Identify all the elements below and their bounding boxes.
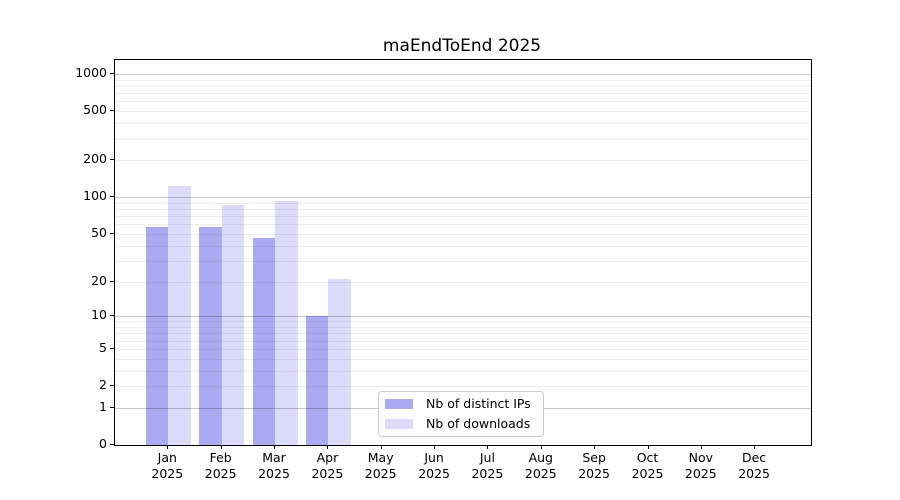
x-tick-mark	[167, 445, 169, 449]
legend-item-label: Nb of downloads	[426, 415, 531, 431]
x-tick-label: Apr 2025	[311, 450, 344, 481]
gridline-minor	[115, 321, 811, 323]
gridline-minor	[115, 386, 811, 387]
x-tick-label: Oct 2025	[631, 450, 664, 481]
y-tick-mark	[110, 159, 114, 161]
gridline-minor	[115, 281, 811, 283]
gridline-minor	[115, 224, 811, 226]
x-tick-mark	[754, 445, 756, 449]
x-tick-mark	[327, 445, 329, 449]
y-tick-mark	[110, 444, 114, 445]
x-tick-label: Nov 2025	[684, 450, 717, 481]
y-tick-label: 5	[99, 339, 107, 355]
x-tick-label: Dec 2025	[738, 450, 770, 481]
gridline-minor	[115, 111, 811, 113]
x-tick-mark	[220, 445, 222, 449]
plot-area	[114, 59, 812, 446]
x-tick-label: Sep 2025	[578, 450, 610, 481]
x-tick-label: Jan 2025	[151, 450, 184, 481]
x-tick-mark	[700, 445, 702, 449]
y-tick-mark	[110, 385, 114, 386]
y-tick-label: 50	[91, 224, 107, 240]
y-tick-mark	[110, 406, 114, 408]
gridline-minor	[115, 216, 811, 218]
bar-apr-ips	[305, 316, 329, 445]
y-tick-label: 1	[99, 398, 107, 414]
y-tick-label: 1000	[75, 65, 107, 80]
y-tick-label: 100	[83, 188, 107, 204]
x-tick-mark	[434, 445, 436, 449]
x-tick-label: Jun 2025	[418, 450, 450, 481]
gridline-minor	[115, 348, 811, 350]
y-tick-label: 2	[99, 377, 107, 392]
x-tick-label: Aug 2025	[524, 450, 557, 481]
legend-item-label: Nb of distinct IPs	[426, 396, 531, 412]
bar-feb-downloads	[221, 205, 245, 445]
gridline-minor	[115, 260, 811, 262]
legend-item: Nb of distinct IPs	[385, 395, 535, 413]
gridline-minor	[115, 101, 811, 103]
x-tick-label: Feb 2025	[204, 450, 237, 481]
x-tick-label: Mar 2025	[258, 450, 290, 481]
bar-apr-downloads	[328, 279, 351, 445]
gridline-minor	[115, 327, 811, 328]
legend-item: Nb of downloads	[385, 415, 535, 433]
bar-mar-ips	[252, 238, 275, 445]
x-tick-mark	[487, 445, 489, 449]
x-tick-label: May 2025	[364, 450, 397, 481]
y-tick-mark	[110, 73, 114, 74]
gridlines-layer	[115, 60, 811, 445]
y-tick-label: 20	[91, 272, 107, 288]
x-tick-mark	[594, 445, 596, 449]
x-tick-mark	[540, 445, 542, 449]
y-tick-label: 0	[99, 436, 107, 451]
bar-mar-downloads	[275, 200, 298, 445]
gridline-minor	[115, 333, 811, 335]
y-tick-label: 500	[83, 102, 107, 118]
legend-swatch	[385, 418, 413, 429]
legend-swatch	[385, 399, 413, 410]
gridline-major	[115, 197, 811, 199]
y-tick-mark	[110, 347, 114, 349]
gridline-minor	[115, 358, 811, 360]
gridline-minor	[115, 79, 811, 81]
y-tick-mark	[110, 196, 114, 198]
gridline-major	[115, 74, 811, 75]
x-tick-mark	[274, 445, 275, 449]
x-tick-label: Jul 2025	[471, 450, 504, 481]
gridline-minor	[115, 245, 811, 247]
y-tick-mark	[110, 110, 114, 112]
bar-jan-downloads	[168, 185, 191, 445]
y-tick-label: 200	[83, 151, 107, 167]
y-tick-mark	[110, 315, 114, 317]
gridline-minor	[115, 138, 811, 140]
gridline-minor	[115, 202, 811, 204]
gridline-minor	[115, 160, 811, 162]
gridline-minor	[115, 209, 811, 210]
gridline-minor	[115, 340, 811, 342]
gridline-minor	[115, 370, 811, 372]
gridline-minor	[115, 233, 811, 235]
gridline-minor	[115, 93, 811, 95]
gridline-minor	[115, 123, 811, 125]
y-tick-mark	[110, 280, 114, 282]
y-tick-mark	[110, 232, 114, 234]
gridline-minor	[115, 86, 811, 87]
y-tick-label: 10	[91, 307, 107, 323]
x-tick-mark	[380, 445, 382, 449]
gridline-major	[115, 316, 811, 318]
chart-title: maEndToEnd 2025	[382, 36, 542, 56]
x-tick-mark	[647, 445, 649, 449]
legend: Nb of distinct IPs Nb of downloads	[378, 391, 544, 437]
